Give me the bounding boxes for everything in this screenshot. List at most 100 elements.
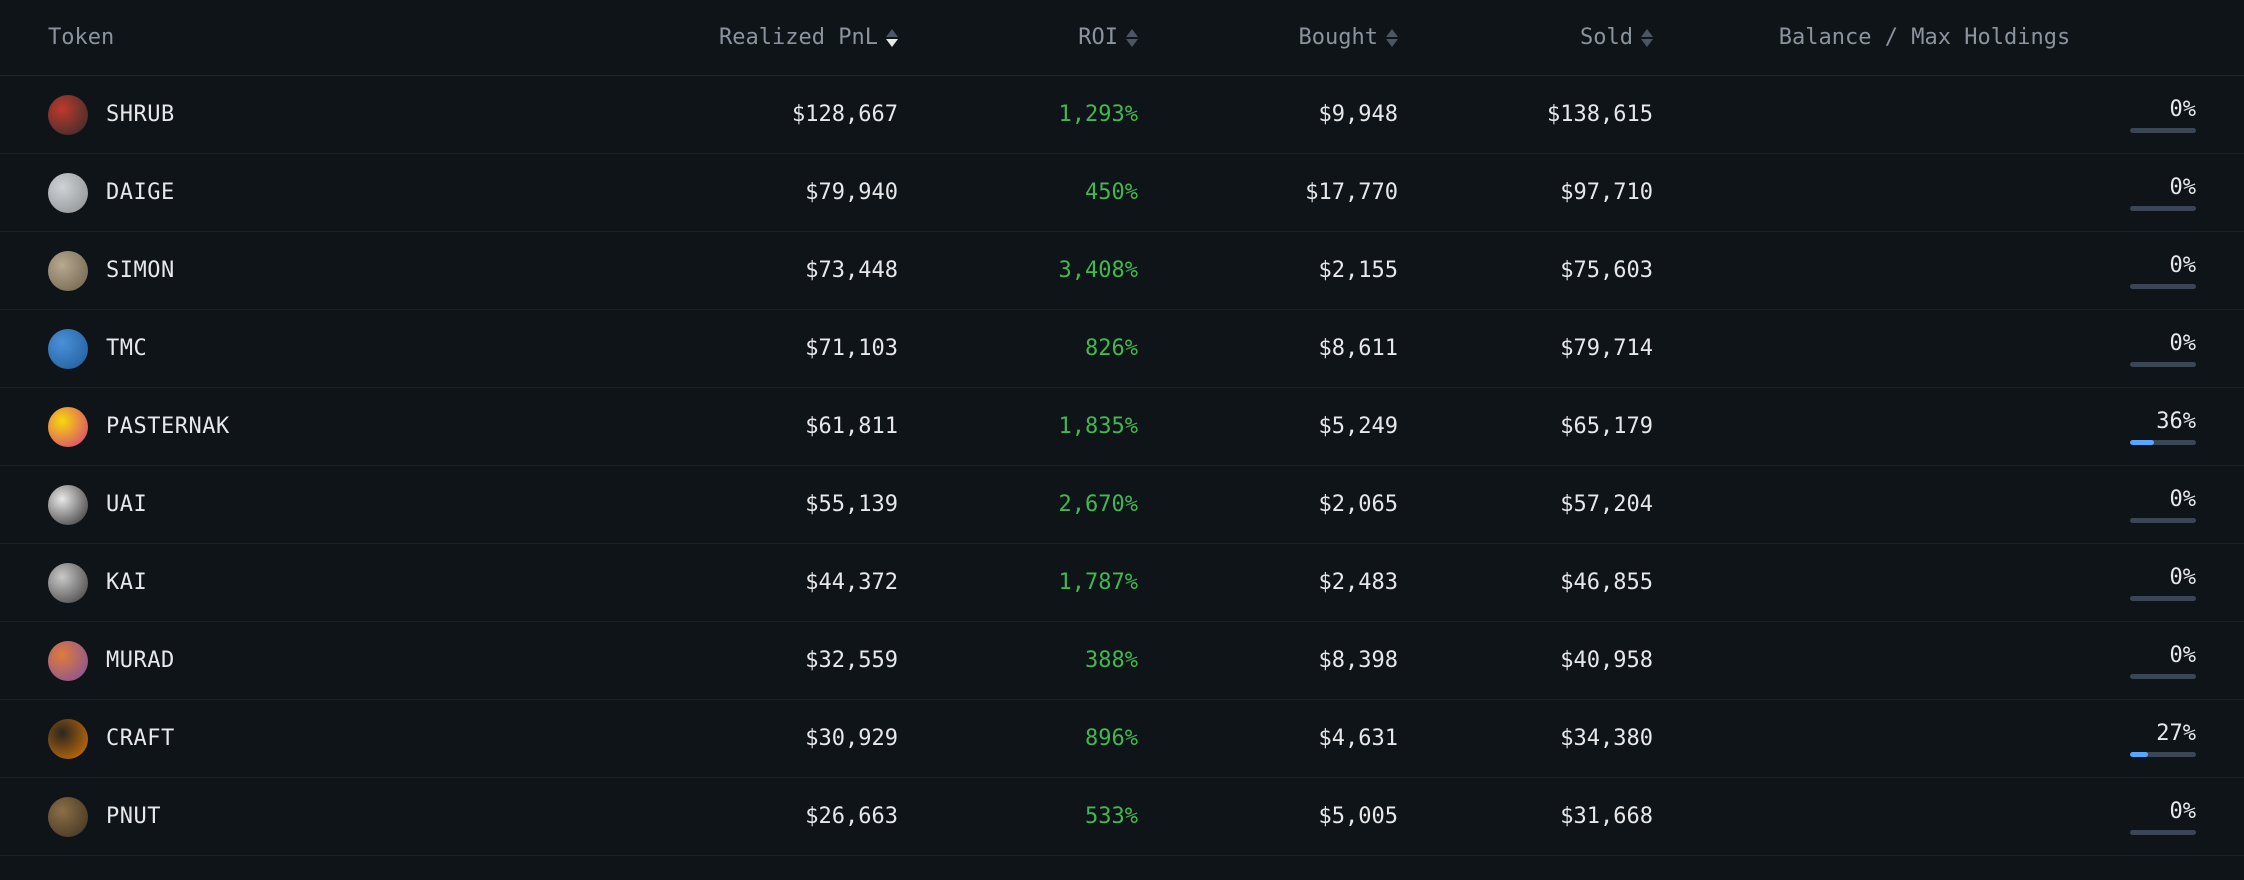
cell-roi-value: 533%: [1085, 804, 1138, 829]
balance-pct: 36%: [2156, 409, 2196, 434]
cell-pnl-value: $26,663: [805, 804, 898, 829]
balance-pct: 0%: [2170, 487, 2197, 512]
header-label-sold: Sold: [1580, 25, 1633, 50]
cell-sold: $97,710: [1398, 180, 1653, 205]
cell-balance: 0%: [1653, 565, 2196, 601]
header-label-balance: Balance / Max Holdings: [1779, 25, 2070, 50]
token-table: Token Realized PnL ROI Bought: [0, 0, 2244, 856]
cell-sold: $138,615: [1398, 102, 1653, 127]
cell-pnl: $128,667: [608, 102, 898, 127]
table-row[interactable]: SIMON$73,4483,408%$2,155$75,6030%: [0, 232, 2244, 310]
table-row[interactable]: DAIGE$79,940450%$17,770$97,7100%: [0, 154, 2244, 232]
cell-token[interactable]: KAI: [48, 563, 608, 603]
cell-pnl: $61,811: [608, 414, 898, 439]
table-row[interactable]: UAI$55,1392,670%$2,065$57,2040%: [0, 466, 2244, 544]
token-name: CRAFT: [106, 726, 175, 751]
cell-token[interactable]: MURAD: [48, 641, 608, 681]
cell-sold-value: $34,380: [1560, 726, 1653, 751]
cell-pnl-value: $128,667: [792, 102, 898, 127]
cell-sold-value: $40,958: [1560, 648, 1653, 673]
cell-bought: $8,398: [1138, 648, 1398, 673]
col-header-roi[interactable]: ROI: [898, 25, 1138, 50]
cell-sold-value: $46,855: [1560, 570, 1653, 595]
cell-pnl: $26,663: [608, 804, 898, 829]
col-header-bought[interactable]: Bought: [1138, 25, 1398, 50]
table-row[interactable]: SHRUB$128,6671,293%$9,948$138,6150%: [0, 76, 2244, 154]
cell-balance: 0%: [1653, 799, 2196, 835]
cell-bought: $5,005: [1138, 804, 1398, 829]
cell-token[interactable]: UAI: [48, 485, 608, 525]
cell-roi-value: 896%: [1085, 726, 1138, 751]
cell-pnl-value: $44,372: [805, 570, 898, 595]
cell-roi: 3,408%: [898, 258, 1138, 283]
cell-balance: 27%: [1653, 721, 2196, 757]
token-icon: [48, 719, 88, 759]
table-row[interactable]: PASTERNAK $61,811 1,835%$5,249 $65,179 36%: [0, 388, 2244, 466]
cell-roi-value: 1,835%: [1059, 414, 1138, 439]
cell-pnl-value: $71,103: [805, 336, 898, 361]
balance-pct: 0%: [2170, 97, 2197, 122]
cell-bought-value: $2,483: [1319, 570, 1398, 595]
table-row[interactable]: MURAD $32,559 388%$8,398 $40,958 0%: [0, 622, 2244, 700]
cell-bought: $5,249: [1138, 414, 1398, 439]
table-row[interactable]: PNUT $26,663 533%$5,005 $31,6680%: [0, 778, 2244, 856]
balance-pct: 0%: [2170, 331, 2197, 356]
cell-sold: $75,603: [1398, 258, 1653, 283]
sort-icon-sold: [1641, 29, 1653, 47]
token-icon: [48, 485, 88, 525]
col-header-sold[interactable]: Sold: [1398, 25, 1653, 50]
col-header-token[interactable]: Token: [48, 25, 608, 50]
token-name: MURAD: [106, 648, 175, 673]
cell-pnl: $79,940: [608, 180, 898, 205]
balance-bar: [2130, 596, 2196, 601]
cell-roi-value: 388%: [1085, 648, 1138, 673]
balance-bar: [2130, 752, 2196, 757]
cell-roi: 826%: [898, 336, 1138, 361]
cell-pnl: $32,559: [608, 648, 898, 673]
cell-bought: $2,155: [1138, 258, 1398, 283]
cell-roi-value: 450%: [1085, 180, 1138, 205]
cell-bought-value: $8,611: [1319, 336, 1398, 361]
table-row[interactable]: CRAFT$30,929896%$4,631$34,38027%: [0, 700, 2244, 778]
balance-bar: [2130, 674, 2196, 679]
cell-token[interactable]: SHRUB: [48, 95, 608, 135]
cell-token[interactable]: PNUT: [48, 797, 608, 837]
token-name: UAI: [106, 492, 147, 517]
cell-sold-value: $65,179: [1560, 414, 1653, 439]
cell-roi: 388%: [898, 648, 1138, 673]
cell-bought: $8,611: [1138, 336, 1398, 361]
cell-sold-value: $31,668: [1560, 804, 1653, 829]
balance-bar: [2130, 830, 2196, 835]
token-name: DAIGE: [106, 180, 175, 205]
cell-sold-value: $97,710: [1560, 180, 1653, 205]
cell-bought-value: $2,065: [1319, 492, 1398, 517]
header-label-bought: Bought: [1299, 25, 1378, 50]
cell-roi: 450%: [898, 180, 1138, 205]
cell-bought: $9,948: [1138, 102, 1398, 127]
cell-roi-value: 2,670%: [1059, 492, 1138, 517]
balance-bar: [2130, 284, 2196, 289]
cell-token[interactable]: DAIGE: [48, 173, 608, 213]
cell-token[interactable]: SIMON: [48, 251, 608, 291]
cell-roi: 1,787%: [898, 570, 1138, 595]
col-header-balance[interactable]: Balance / Max Holdings: [1653, 25, 2196, 50]
token-name: SHRUB: [106, 102, 175, 127]
cell-bought: $17,770: [1138, 180, 1398, 205]
cell-sold: $57,204: [1398, 492, 1653, 517]
token-icon: [48, 329, 88, 369]
balance-bar: [2130, 518, 2196, 523]
cell-pnl: $30,929: [608, 726, 898, 751]
cell-sold-value: $75,603: [1560, 258, 1653, 283]
balance-pct: 0%: [2170, 643, 2197, 668]
cell-token[interactable]: TMC: [48, 329, 608, 369]
header-label-pnl: Realized PnL: [719, 25, 878, 50]
table-row[interactable]: TMC$71,103826%$8,611$79,7140%: [0, 310, 2244, 388]
cell-pnl-value: $79,940: [805, 180, 898, 205]
table-row[interactable]: KAI $44,3721,787% $2,483 $46,8550%: [0, 544, 2244, 622]
cell-pnl-value: $32,559: [805, 648, 898, 673]
token-name: PASTERNAK: [106, 414, 230, 439]
cell-token[interactable]: CRAFT: [48, 719, 608, 759]
header-label-token: Token: [48, 25, 114, 50]
col-header-pnl[interactable]: Realized PnL: [608, 25, 898, 50]
cell-token[interactable]: PASTERNAK: [48, 407, 608, 447]
